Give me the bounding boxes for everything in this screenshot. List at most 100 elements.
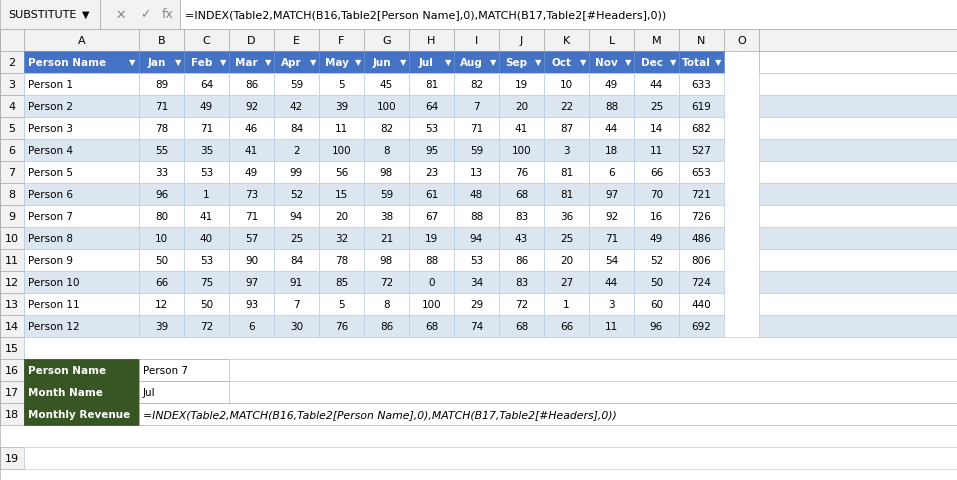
Text: Dec: Dec (640, 58, 662, 68)
Bar (24, 228, 139, 250)
Bar (544, 52, 589, 74)
Text: 33: 33 (155, 168, 168, 178)
Bar (0, 52, 24, 74)
Text: 82: 82 (380, 124, 393, 134)
Bar (454, 228, 499, 250)
Text: 721: 721 (692, 190, 711, 200)
Bar (180, 0, 957, 30)
Text: 94: 94 (290, 212, 303, 222)
Bar (759, 205, 957, 228)
Text: 85: 85 (335, 277, 348, 288)
Text: 11: 11 (335, 124, 348, 134)
Bar (24, 118, 139, 140)
Text: 83: 83 (515, 212, 528, 222)
Bar (589, 271, 634, 293)
Bar (679, 293, 724, 315)
Bar (544, 140, 589, 162)
Text: 8: 8 (383, 146, 389, 156)
Text: SUBSTITUTE: SUBSTITUTE (8, 10, 77, 20)
Text: 25: 25 (290, 233, 303, 243)
Text: 53: 53 (200, 168, 213, 178)
Text: Aug: Aug (460, 58, 483, 68)
Text: G: G (382, 36, 390, 46)
Bar (589, 96, 634, 118)
Text: 3: 3 (563, 146, 569, 156)
Text: 80: 80 (155, 212, 168, 222)
Text: 53: 53 (425, 124, 438, 134)
Text: Person 7: Person 7 (28, 212, 73, 222)
Text: Jun: Jun (372, 58, 390, 68)
Bar (274, 228, 319, 250)
Bar (409, 30, 454, 52)
Text: 95: 95 (425, 146, 438, 156)
Text: F: F (339, 36, 345, 46)
Text: 97: 97 (245, 277, 258, 288)
Bar (319, 96, 364, 118)
Text: 527: 527 (692, 146, 711, 156)
Bar (759, 162, 957, 184)
Bar (229, 293, 274, 315)
Bar (0, 293, 24, 315)
Bar (319, 228, 364, 250)
Text: 71: 71 (245, 212, 258, 222)
Text: J: J (520, 36, 523, 46)
Text: 20: 20 (335, 212, 348, 222)
Text: Jan: Jan (147, 58, 166, 68)
Text: 13: 13 (5, 300, 19, 309)
Text: 41: 41 (515, 124, 528, 134)
Text: Sep: Sep (505, 58, 527, 68)
Text: 50: 50 (200, 300, 213, 309)
Bar (24, 205, 139, 228)
Bar (139, 52, 184, 74)
Bar (24, 381, 139, 403)
Text: 38: 38 (380, 212, 393, 222)
Text: 100: 100 (332, 146, 351, 156)
Bar (454, 205, 499, 228)
Bar (364, 30, 409, 52)
Bar (139, 118, 184, 140)
Bar (679, 228, 724, 250)
Bar (364, 52, 409, 74)
Bar (544, 271, 589, 293)
Text: Person Name: Person Name (28, 365, 106, 375)
Text: I: I (475, 36, 478, 46)
Text: ▼: ▼ (175, 59, 182, 67)
Text: 43: 43 (515, 233, 528, 243)
Bar (634, 96, 679, 118)
Text: 23: 23 (425, 168, 438, 178)
Text: 35: 35 (200, 146, 213, 156)
Bar (499, 184, 544, 205)
Bar (229, 30, 274, 52)
Text: 59: 59 (470, 146, 483, 156)
Text: ▼: ▼ (715, 59, 722, 67)
Text: 19: 19 (425, 233, 438, 243)
Text: Person 3: Person 3 (28, 124, 73, 134)
Text: 88: 88 (425, 255, 438, 265)
Text: ▼: ▼ (129, 59, 136, 67)
Text: 25: 25 (560, 233, 573, 243)
Text: N: N (698, 36, 705, 46)
Text: =INDEX(Table2,MATCH(B16,Table2[Person Name],0),MATCH(B17,Table2[#Headers],0)): =INDEX(Table2,MATCH(B16,Table2[Person Na… (185, 10, 666, 20)
Bar (184, 271, 229, 293)
Bar (454, 118, 499, 140)
Text: 100: 100 (512, 146, 531, 156)
Text: 3: 3 (9, 80, 15, 90)
Text: 68: 68 (515, 190, 528, 200)
Bar (364, 118, 409, 140)
Bar (24, 30, 139, 52)
Text: 73: 73 (245, 190, 258, 200)
Text: 17: 17 (5, 387, 19, 397)
Bar (319, 162, 364, 184)
Bar (409, 52, 454, 74)
Bar (0, 74, 24, 96)
Text: 19: 19 (515, 80, 528, 90)
Bar (634, 271, 679, 293)
Bar (409, 293, 454, 315)
Bar (184, 118, 229, 140)
Bar (0, 0, 100, 30)
Bar (274, 118, 319, 140)
Text: 48: 48 (470, 190, 483, 200)
Text: 53: 53 (470, 255, 483, 265)
Bar (634, 250, 679, 271)
Bar (679, 271, 724, 293)
